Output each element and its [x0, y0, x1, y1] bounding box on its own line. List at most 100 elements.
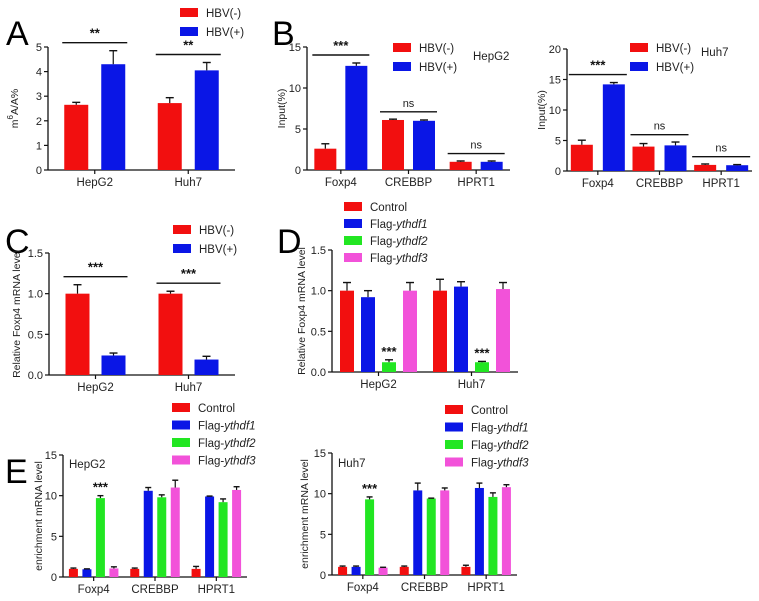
chart-panel-c: C 0.0 0.5 1.0 1.5 Relative Foxp4 mRNA level He… [5, 223, 237, 394]
legend-item: Flag-ythdf3 [445, 457, 529, 470]
y-tick-label: 10 [549, 105, 561, 117]
legend-swatch [445, 440, 463, 449]
y-tick-label: 3 [36, 91, 42, 103]
bar [351, 566, 361, 575]
legend-item: HBV(-) [173, 225, 234, 237]
legend-label: Control [370, 202, 407, 214]
bar [205, 496, 215, 577]
y-tick-label: 10 [289, 83, 301, 95]
legend: HBV(-) HBV(+) [630, 43, 694, 74]
y-axis-title: Input(%) [536, 90, 548, 130]
legend-item: HBV(-) [393, 43, 454, 55]
bar [361, 297, 375, 372]
legend-label: Flag-ythdf3 [471, 458, 529, 470]
significance-stars: *** [362, 481, 378, 496]
legend-item: Flag-ythdf3 [344, 253, 428, 265]
cell-line-annotation: Huh7 [338, 458, 366, 470]
legend-item: Flag-ythdf1 [445, 422, 529, 435]
legend-label: Flag-ythdf2 [370, 236, 428, 248]
bar [143, 490, 153, 577]
ns-label: ns [403, 98, 415, 110]
cell-line-annotation: Huh7 [701, 47, 729, 59]
y-axis-title: Relative Foxp4 mRNA level [11, 250, 23, 378]
x-tick-label: Huh7 [175, 177, 203, 189]
legend-item: HBV(-) [180, 8, 241, 20]
bar [340, 290, 354, 372]
bar [694, 164, 717, 171]
legend-label: HBV(-) [199, 225, 234, 237]
significance-stars: ** [90, 26, 101, 41]
legend: HBV(-) HBV(+) [173, 225, 237, 256]
y-tick-label: 0.0 [311, 367, 326, 379]
legend: Control Flag-ythdf1 Flag-ythdf2 Flag-ythdf3 [172, 403, 256, 468]
legend-swatch [180, 8, 198, 17]
legend-label: HBV(-) [206, 8, 241, 20]
y-tick-label: 15 [289, 42, 301, 54]
ns-label: ns [715, 143, 727, 155]
y-axis-title: enrichment mRNA level [33, 461, 45, 571]
significance-stars: *** [93, 480, 109, 495]
legend-swatch [173, 225, 191, 234]
legend-item: HBV(+) [180, 27, 244, 39]
chart-panel-a: A 0 1 2 3 4 5 m6A/A% HepG2 Huh7 ** ** HBV(-) HBV(+) [6, 8, 244, 189]
bar [64, 104, 89, 170]
y-tick-label: 1.0 [311, 286, 326, 298]
bar [194, 70, 219, 170]
legend-item: HBV(+) [393, 62, 457, 74]
legend-swatch [630, 62, 648, 71]
y-tick-label: 1.5 [311, 245, 326, 257]
legend-swatch [172, 420, 190, 430]
x-tick-label: Huh7 [175, 382, 203, 394]
y-tick-label: 0.5 [28, 329, 43, 341]
significance-stars: *** [381, 344, 397, 359]
legend-swatch [344, 253, 362, 262]
legend-label: Flag-ythdf2 [198, 438, 256, 450]
panel-letter: D [277, 223, 302, 261]
x-tick-label: Foxp4 [78, 584, 111, 596]
bar [95, 498, 105, 577]
bar [194, 359, 219, 375]
y-tick-label: 0 [295, 165, 301, 177]
x-tick-label: Foxp4 [582, 178, 615, 190]
panel-letter: A [6, 15, 29, 53]
legend-swatch [344, 236, 362, 245]
bar [157, 103, 182, 170]
legend-item: HBV(-) [630, 43, 691, 55]
bar [382, 362, 396, 372]
bar [413, 120, 435, 170]
bar [440, 490, 450, 575]
x-tick-label: Foxp4 [325, 177, 358, 189]
x-tick-label: HepG2 [77, 177, 113, 189]
bar [501, 487, 511, 575]
bar [726, 165, 749, 171]
legend: HBV(-) HBV(+) [393, 43, 457, 74]
y-tick-label: 5 [36, 42, 42, 54]
bar [480, 161, 503, 170]
bar [170, 487, 180, 577]
legend-item: Flag-ythdf1 [344, 219, 428, 231]
bar [68, 568, 78, 577]
y-tick-label: 15 [549, 75, 561, 87]
y-axis-title: Input(%) [276, 89, 288, 129]
bar [570, 144, 593, 171]
bar [65, 293, 90, 375]
bar [488, 496, 498, 575]
legend-swatch [173, 244, 191, 253]
y-tick-label: 20 [549, 44, 561, 56]
legend-label: Flag-ythdf3 [370, 253, 428, 265]
legend-item: Control [445, 405, 508, 417]
y-tick-label: 5 [555, 136, 561, 148]
y-tick-label: 2 [36, 116, 42, 128]
y-tick-label: 5 [51, 531, 57, 543]
bar [218, 502, 228, 577]
x-tick-label: HepG2 [360, 379, 396, 391]
legend-swatch [393, 62, 411, 71]
y-tick-label: 1.5 [28, 248, 43, 260]
legend-swatch [344, 202, 362, 211]
y-tick-label: 4 [36, 67, 42, 79]
x-tick-label: CREBBP [385, 177, 433, 189]
legend-swatch [445, 422, 463, 432]
